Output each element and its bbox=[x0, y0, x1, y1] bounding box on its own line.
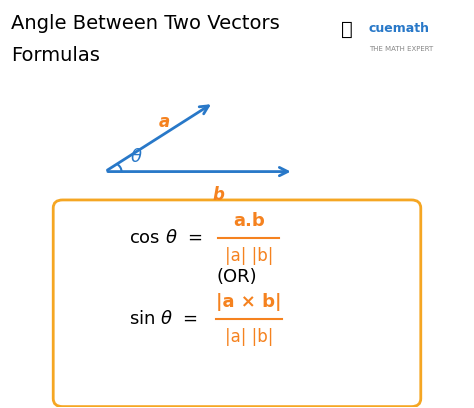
Text: |a| |b|: |a| |b| bbox=[225, 246, 273, 264]
Text: a.b: a.b bbox=[233, 212, 264, 231]
Text: Formulas: Formulas bbox=[11, 46, 100, 65]
Text: |a × b|: |a × b| bbox=[216, 293, 282, 311]
Text: Angle Between Two Vectors: Angle Between Two Vectors bbox=[11, 13, 280, 33]
Text: (OR): (OR) bbox=[217, 268, 257, 286]
Text: cuemath: cuemath bbox=[369, 22, 430, 35]
Text: b: b bbox=[212, 186, 224, 204]
FancyBboxPatch shape bbox=[53, 200, 421, 407]
Text: THE MATH EXPERT: THE MATH EXPERT bbox=[369, 46, 433, 52]
Text: a: a bbox=[158, 113, 170, 131]
Text: sin $\theta$  =: sin $\theta$ = bbox=[128, 310, 198, 328]
Text: θ: θ bbox=[131, 149, 142, 166]
Text: 🚀: 🚀 bbox=[341, 20, 352, 39]
Text: cos $\theta$  =: cos $\theta$ = bbox=[128, 229, 202, 247]
Text: |a| |b|: |a| |b| bbox=[225, 328, 273, 346]
